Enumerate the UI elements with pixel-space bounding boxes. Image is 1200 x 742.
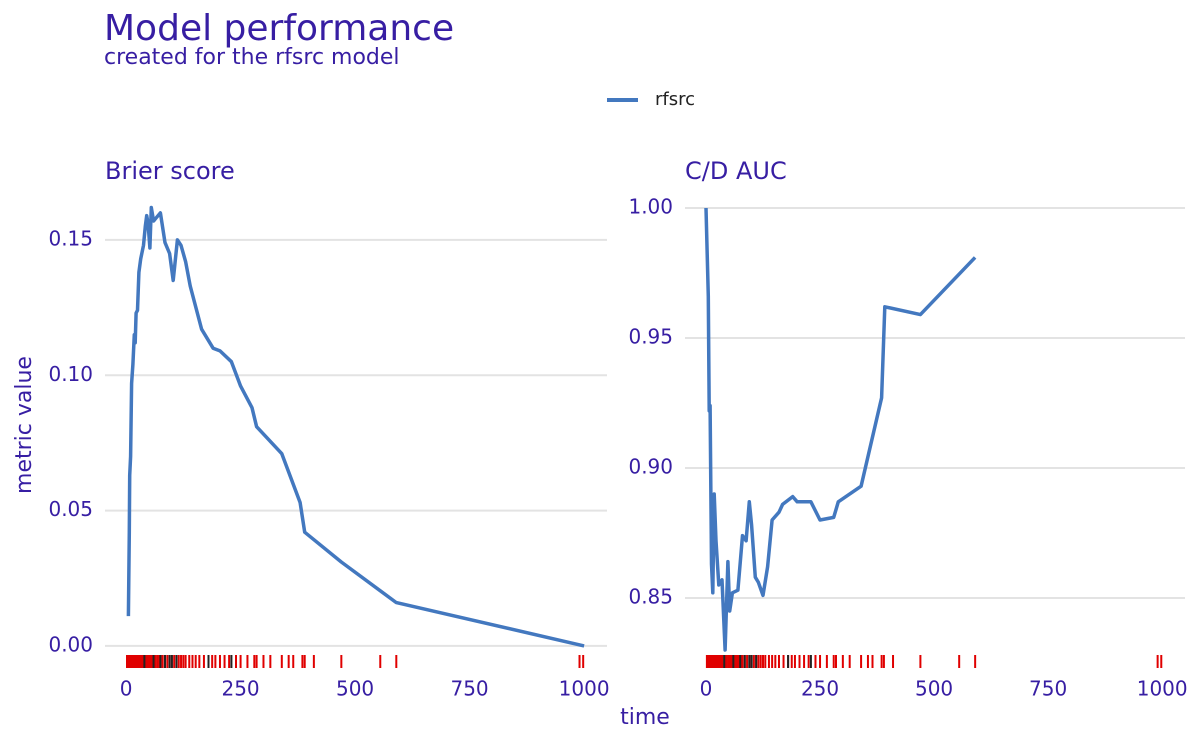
x-tick-label: 750 bbox=[1029, 677, 1067, 701]
x-tick-label: 0 bbox=[120, 677, 133, 701]
y-tick-label: 0.95 bbox=[628, 324, 673, 348]
x-tick-label: 1000 bbox=[559, 677, 610, 701]
x-tick-label: 0 bbox=[700, 677, 713, 701]
x-tick-label: 500 bbox=[336, 677, 374, 701]
y-tick-label: 1.00 bbox=[628, 194, 673, 218]
chart-subtitle: created for the rfsrc model bbox=[104, 45, 400, 70]
y-tick-label: 0.10 bbox=[48, 362, 93, 386]
y-tick-label: 0.90 bbox=[628, 454, 673, 478]
line-series bbox=[704, 207, 977, 652]
y-tick-label: 0.00 bbox=[48, 632, 93, 656]
legend-label: rfsrc bbox=[655, 89, 695, 110]
x-tick-label: 250 bbox=[801, 677, 839, 701]
chart-title: Model performance bbox=[104, 8, 454, 49]
panel-title: C/D AUC bbox=[685, 157, 787, 185]
x-tick-label: 750 bbox=[450, 677, 488, 701]
x-tick-label: 250 bbox=[221, 677, 259, 701]
y-tick-label: 0.05 bbox=[48, 497, 93, 521]
x-tick-label: 500 bbox=[915, 677, 953, 701]
y-tick-label: 0.15 bbox=[48, 226, 93, 250]
panel-title: Brier score bbox=[105, 157, 235, 185]
x-axis-label: time bbox=[620, 705, 670, 730]
y-axis-label: metric value bbox=[12, 356, 37, 494]
x-tick-label: 1000 bbox=[1137, 677, 1188, 701]
y-tick-label: 0.85 bbox=[628, 584, 673, 608]
line-series bbox=[126, 205, 585, 648]
